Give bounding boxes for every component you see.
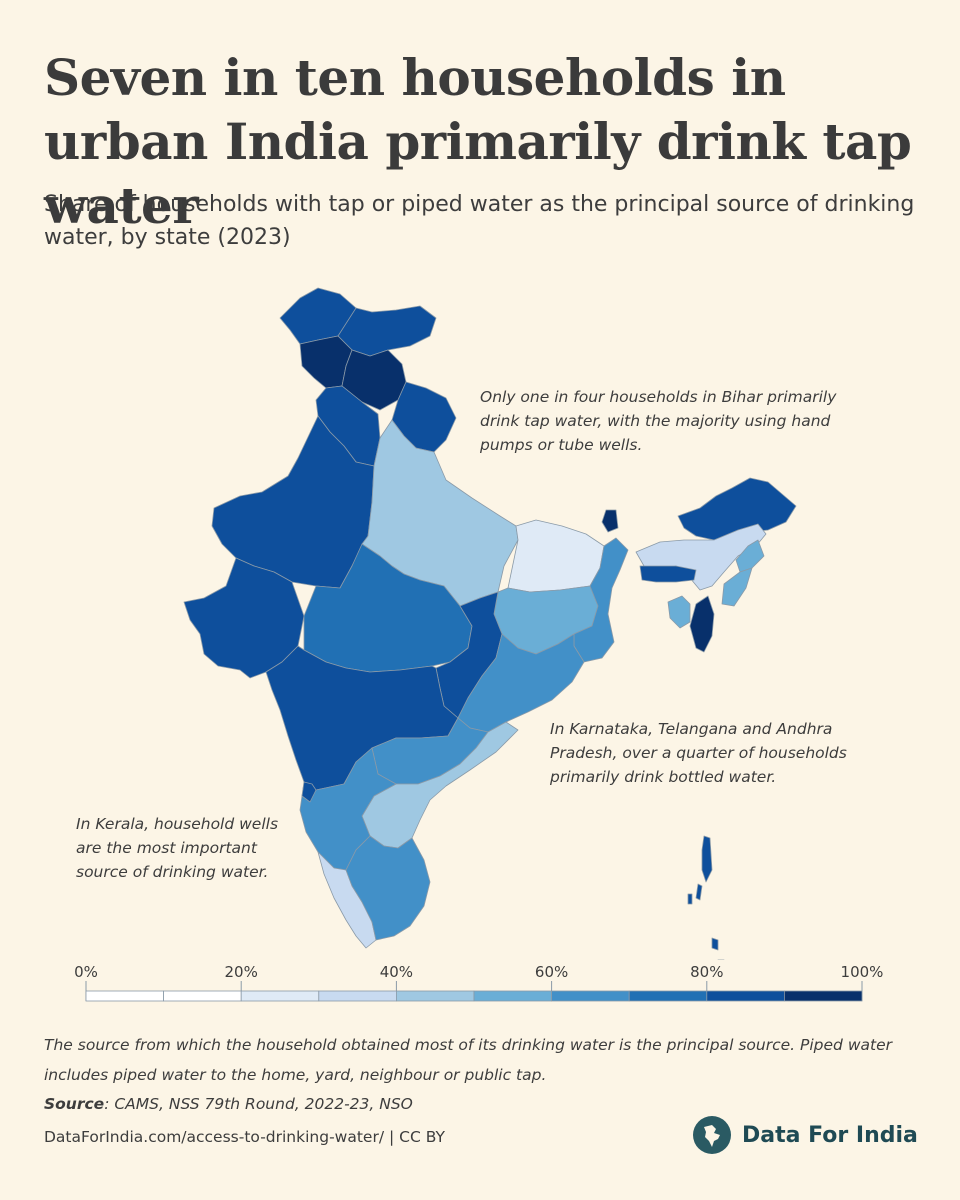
footer-separator: | (384, 1128, 400, 1146)
legend-bin (240, 990, 320, 1002)
south-annotation: In Karnataka, Telangana and Andhra Prade… (550, 720, 847, 786)
legend-tick-label: 40% (380, 963, 413, 981)
india-map (183, 287, 797, 960)
legend-bin (628, 990, 708, 1002)
footer-line: DataForIndia.com/access-to-drinking-wate… (44, 1128, 445, 1146)
region-sikkim (601, 509, 619, 533)
data-for-india-logo-icon (693, 1116, 731, 1154)
source-url[interactable]: DataForIndia.com/access-to-drinking-wate… (44, 1128, 385, 1146)
region-mizoram (689, 595, 715, 653)
region-goa (301, 781, 317, 803)
legend-bin (784, 990, 863, 1002)
legend-tick-label: 100% (841, 963, 884, 981)
legend-tick-label: 60% (535, 963, 568, 981)
region-tripura (667, 595, 691, 629)
brand: Data For India (692, 1115, 918, 1155)
legend-bin (318, 990, 397, 1002)
bihar-annotation: Only one in four households in Bihar pri… (480, 388, 837, 454)
legend-bin (473, 990, 552, 1002)
region-andaman-and-nicobar-islands (687, 835, 725, 960)
footnote: The source from which the household obta… (44, 1036, 892, 1084)
license: CC BY (399, 1128, 445, 1146)
legend-tick-label: 80% (690, 963, 723, 981)
legend-tick-label: 0% (74, 963, 98, 981)
region-west-bengal (573, 537, 629, 663)
chart-title: Seven in ten households in urban India p… (44, 48, 912, 235)
region-odisha (457, 633, 585, 733)
region-punjab (341, 349, 407, 411)
region-tamil-nadu (345, 835, 431, 941)
legend-bin (163, 990, 242, 1002)
legend-bin (706, 990, 785, 1002)
source-text: : CAMS, NSS 79th Round, 2022-23, NSO (104, 1095, 413, 1113)
legend-bin (85, 990, 164, 1002)
source-line: Source: CAMS, NSS 79th Round, 2022-23, N… (44, 1095, 413, 1113)
source-label: Source (44, 1095, 105, 1113)
brand-name: Data For India (742, 1122, 918, 1148)
region-bihar (507, 519, 605, 593)
legend-bin (551, 990, 630, 1002)
region-karnataka (299, 747, 397, 871)
region-arunachal-pradesh (677, 477, 797, 541)
region-manipur (721, 567, 753, 607)
kerala-annotation: In Kerala, household wells are the most … (76, 815, 279, 881)
region-ladakh (337, 305, 437, 357)
chart-subtitle: Share of households with tap or piped wa… (44, 192, 915, 250)
region-meghalaya (639, 565, 697, 583)
color-legend: 0% 20% 40% 60% 80% 100% (74, 963, 884, 1002)
legend-tick-label: 20% (225, 963, 258, 981)
legend-bin (395, 990, 475, 1002)
